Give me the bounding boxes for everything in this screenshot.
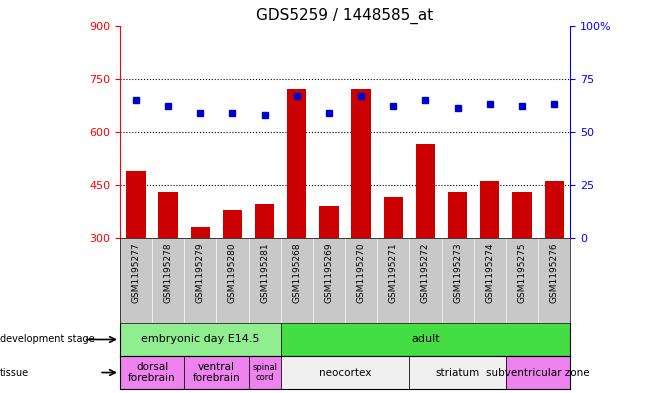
- Text: striatum: striatum: [435, 367, 480, 378]
- Bar: [223, 210, 242, 238]
- Text: GSM1195280: GSM1195280: [228, 242, 237, 303]
- Text: dorsal
forebrain: dorsal forebrain: [128, 362, 176, 383]
- Bar: [410, 356, 506, 389]
- Bar: [351, 89, 371, 238]
- Text: GSM1195273: GSM1195273: [453, 242, 462, 303]
- Bar: [255, 204, 274, 238]
- Text: GSM1195268: GSM1195268: [292, 242, 301, 303]
- Text: neocortex: neocortex: [319, 367, 371, 378]
- Bar: [480, 181, 500, 238]
- Bar: [126, 171, 146, 238]
- Text: GSM1195271: GSM1195271: [389, 242, 398, 303]
- Bar: [416, 144, 435, 238]
- Text: GSM1195281: GSM1195281: [260, 242, 269, 303]
- Text: GSM1195278: GSM1195278: [164, 242, 172, 303]
- Bar: [281, 356, 410, 389]
- Text: subventricular zone: subventricular zone: [486, 367, 590, 378]
- Text: embryonic day E14.5: embryonic day E14.5: [141, 334, 260, 345]
- Bar: [249, 356, 281, 389]
- Text: GSM1195270: GSM1195270: [356, 242, 365, 303]
- Bar: [184, 356, 249, 389]
- Bar: [120, 323, 281, 356]
- Text: tissue: tissue: [0, 367, 29, 378]
- Bar: [384, 197, 403, 238]
- Text: adult: adult: [411, 334, 440, 345]
- Bar: [319, 206, 339, 238]
- Text: GSM1195277: GSM1195277: [132, 242, 141, 303]
- Text: GSM1195275: GSM1195275: [518, 242, 526, 303]
- Bar: [120, 356, 184, 389]
- Bar: [159, 192, 178, 238]
- Text: GSM1195279: GSM1195279: [196, 242, 205, 303]
- Bar: [544, 181, 564, 238]
- Bar: [191, 228, 210, 238]
- Bar: [287, 89, 307, 238]
- Text: GSM1195269: GSM1195269: [325, 242, 334, 303]
- Bar: [448, 192, 467, 238]
- Text: GSM1195276: GSM1195276: [550, 242, 559, 303]
- Bar: [281, 323, 570, 356]
- Bar: [506, 356, 570, 389]
- Bar: [513, 192, 531, 238]
- Text: ventral
forebrain: ventral forebrain: [192, 362, 240, 383]
- Text: GSM1195274: GSM1195274: [485, 242, 494, 303]
- Text: GSM1195272: GSM1195272: [421, 242, 430, 303]
- Title: GDS5259 / 1448585_at: GDS5259 / 1448585_at: [257, 8, 434, 24]
- Text: spinal
cord: spinal cord: [252, 363, 277, 382]
- Text: development stage: development stage: [0, 334, 95, 345]
